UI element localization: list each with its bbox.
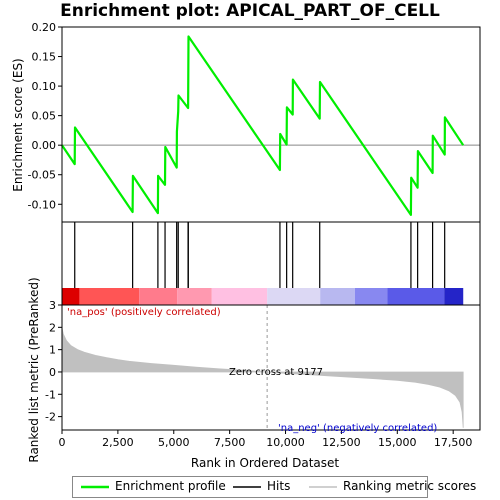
metric-y-tick-label: 2 xyxy=(49,321,56,334)
es-y-tick-label: -0.10 xyxy=(28,198,56,211)
colorbar-segment xyxy=(444,288,464,305)
es-plot-area xyxy=(62,27,480,222)
metric-y-tick-label: 3 xyxy=(49,299,56,312)
metric-y-tick-label: -1 xyxy=(45,388,56,401)
pos-correlated-label: 'na_pos' (positively correlated) xyxy=(67,307,221,318)
hits-panel xyxy=(61,221,481,306)
colorbar-segment xyxy=(267,288,321,305)
es-axis-label: Enrichment score (ES) xyxy=(11,58,25,191)
metric-axis-label: Ranked list metric (PreRanked) xyxy=(27,277,41,462)
es-panel: -0.10 -0.05 0.00 0.05 0.10 0.15 0.20 xyxy=(28,21,481,223)
colorbar-segment xyxy=(211,288,268,305)
es-y-tick-label: 0.20 xyxy=(32,21,57,34)
colorbar-segment xyxy=(177,288,212,305)
x-tick-label: 7,500 xyxy=(214,436,246,449)
x-tick-label: 5,000 xyxy=(158,436,190,449)
es-curve xyxy=(61,35,465,216)
x-axis-label: Rank in Ordered Dataset xyxy=(191,456,339,470)
legend: Enrichment profile Hits Ranking metric s… xyxy=(72,476,476,498)
zero-cross-label: Zero cross at 9177 xyxy=(229,367,323,378)
es-y-tick-label: 0.15 xyxy=(32,51,57,64)
neg-correlated-label: 'na_neg' (negatively correlated) xyxy=(278,423,437,434)
es-y-tick-label: 0.05 xyxy=(32,110,57,123)
colorbar-segment xyxy=(387,288,445,305)
metric-panel: -2 -1 0 1 2 3 0 2,500 5,000 7,500 10,000 12,500 15,0… xyxy=(45,299,481,449)
metric-plot-frame xyxy=(61,304,481,431)
x-tick-label: 15,000 xyxy=(378,436,417,449)
x-tick-label: 12,500 xyxy=(322,436,361,449)
colorbar-segment xyxy=(62,288,80,305)
colorbar-segment xyxy=(354,288,388,305)
es-y-tick-label: -0.05 xyxy=(28,169,56,182)
es-y-tick-label: 0.00 xyxy=(32,139,57,152)
chart-title: Enrichment plot: APICAL_PART_OF_CELL xyxy=(60,1,440,21)
metric-y-tick-label: -2 xyxy=(45,411,56,424)
colorbar-segment xyxy=(79,288,140,305)
colorbar-segment xyxy=(139,288,178,305)
legend-label-enrichment: Enrichment profile xyxy=(115,479,226,493)
x-tick-label: 0 xyxy=(59,436,66,449)
x-tick-label: 10,000 xyxy=(266,436,305,449)
x-tick-label: 17,500 xyxy=(434,436,473,449)
colorbar-segment xyxy=(320,288,355,305)
es-y-tick-label: 0.10 xyxy=(32,80,57,93)
legend-label-metric: Ranking metric scores xyxy=(343,479,477,493)
metric-y-tick-label: 1 xyxy=(49,344,56,357)
x-tick-label: 2,500 xyxy=(102,436,134,449)
metric-y-tick-label: 0 xyxy=(49,366,56,379)
legend-label-hits: Hits xyxy=(267,479,291,493)
